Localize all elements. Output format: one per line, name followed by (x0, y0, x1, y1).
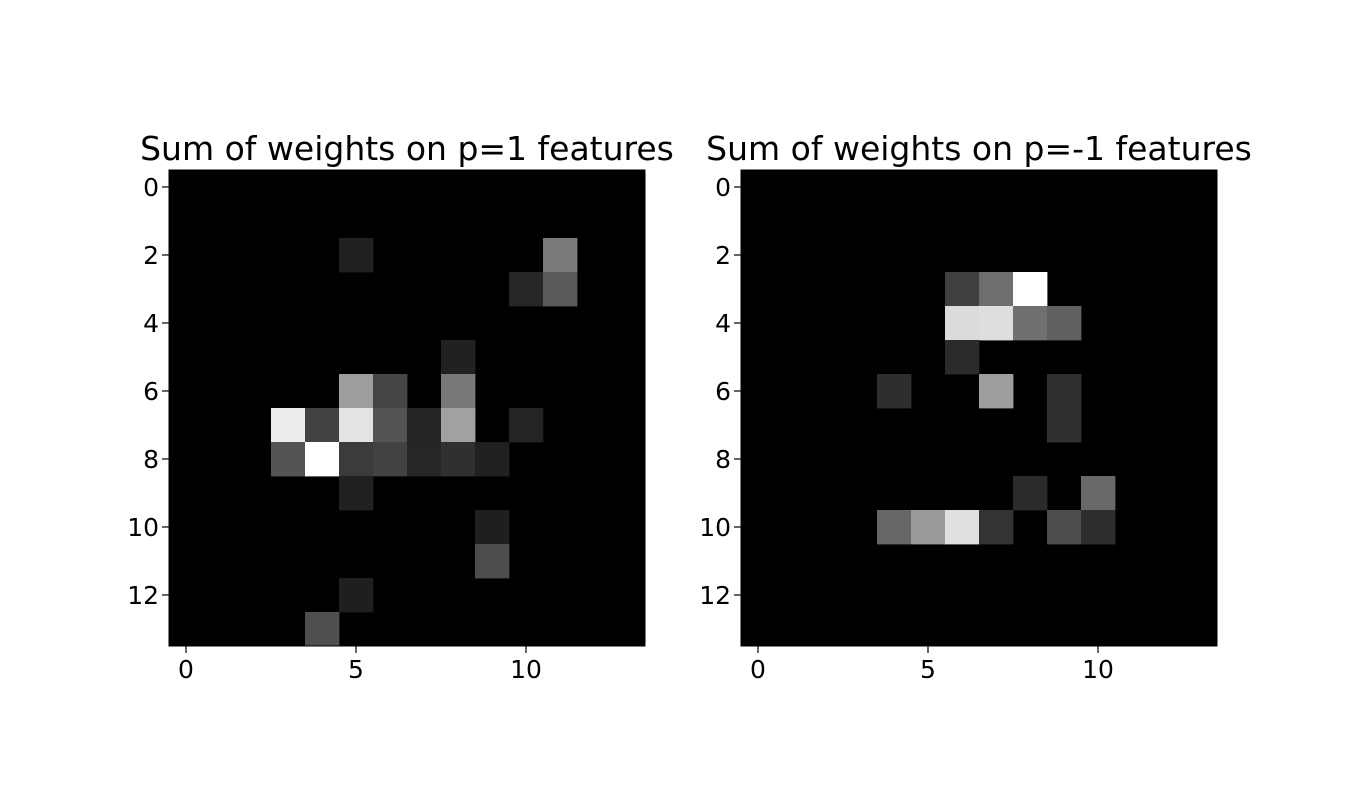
x-tick-label: 0 (178, 655, 194, 684)
heatmap-cell (339, 442, 374, 477)
heatmap-cell (911, 510, 946, 545)
y-tick-label: 8 (143, 445, 159, 474)
y-tick-label: 4 (143, 309, 159, 338)
y-tick-label: 2 (715, 241, 731, 270)
heatmap-panel-p1: Sum of weights on p=1 features 0 5 10 0 2 4 6 8… (127, 129, 674, 684)
heatmap-cell (1081, 476, 1116, 511)
heatmap-cell (979, 374, 1014, 409)
heatmap-cell (441, 442, 476, 477)
heatmap-cell (441, 374, 476, 409)
x-tick-label: 5 (920, 655, 936, 684)
heatmap-cell (1047, 306, 1082, 341)
heatmap-cell (1013, 476, 1048, 511)
y-tick-label: 10 (699, 513, 731, 542)
heatmap-cell (945, 340, 980, 375)
heatmap-cell (945, 306, 980, 341)
heatmap-cell (509, 408, 544, 443)
heatmap-cell (1047, 510, 1082, 545)
y-tick-label: 0 (143, 173, 159, 202)
heatmap-cell (305, 442, 340, 477)
x-tick-label: 10 (1082, 655, 1114, 684)
heatmap-cell (373, 408, 408, 443)
x-tick-label: 5 (348, 655, 364, 684)
heatmap-cell (1081, 510, 1116, 545)
heatmap-cell (339, 374, 374, 409)
heatmap-cell (1013, 306, 1048, 341)
y-tick-label: 2 (143, 241, 159, 270)
y-tick-label: 10 (127, 513, 159, 542)
heatmap-cell (475, 442, 510, 477)
heatmap-cell (441, 340, 476, 375)
y-tick-label: 0 (715, 173, 731, 202)
heatmap-cell (509, 272, 544, 307)
heatmap-cell (305, 408, 340, 443)
heatmap-cell (979, 306, 1014, 341)
heatmap-cell (339, 476, 374, 511)
heatmap-cell (543, 272, 578, 307)
heatmap-cell (543, 238, 578, 273)
heatmap-cell (475, 544, 510, 579)
heatmap-cell (877, 374, 912, 409)
heatmap-cell (441, 408, 476, 443)
x-tick-label: 10 (510, 655, 542, 684)
heatmap-cell (979, 510, 1014, 545)
y-tick-label: 6 (715, 377, 731, 406)
axes-frame (740, 169, 1218, 647)
heatmap-cell (1047, 408, 1082, 443)
heatmap-cell (373, 374, 408, 409)
heatmap-cell (271, 442, 306, 477)
y-tick-label: 8 (715, 445, 731, 474)
chart-title: Sum of weights on p=1 features (140, 129, 674, 168)
heatmap-cell (945, 272, 980, 307)
heatmap-cell (1047, 374, 1082, 409)
heatmap-cell (407, 442, 442, 477)
heatmap-panel-pminus1: Sum of weights on p=-1 features 0 5 10 0 2 4 6… (699, 129, 1252, 684)
heatmap-cell (305, 612, 340, 647)
heatmap-cell (979, 272, 1014, 307)
heatmap-cell (271, 408, 306, 443)
heatmap-cell (373, 442, 408, 477)
x-tick-label: 0 (750, 655, 766, 684)
heatmap-cell (1013, 272, 1048, 307)
y-tick-label: 12 (699, 581, 731, 610)
chart-title: Sum of weights on p=-1 features (706, 129, 1252, 168)
heatmap-cell (339, 238, 374, 273)
heatmap-cell (339, 408, 374, 443)
heatmap-cell (945, 510, 980, 545)
axes-frame (168, 169, 646, 647)
heatmap-cell (407, 408, 442, 443)
y-tick-label: 12 (127, 581, 159, 610)
y-tick-label: 4 (715, 309, 731, 338)
heatmap-cell (475, 510, 510, 545)
y-tick-label: 6 (143, 377, 159, 406)
heatmap-cell (339, 578, 374, 613)
heatmap-cell (877, 510, 912, 545)
